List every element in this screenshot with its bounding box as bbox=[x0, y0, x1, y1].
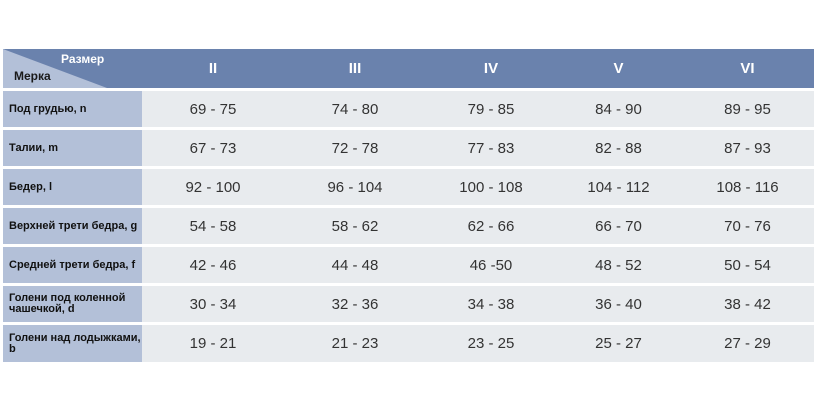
size-value: 69 - 75 bbox=[142, 91, 284, 127]
measure-name: Верхней трети бедра, g bbox=[3, 208, 142, 244]
table-row: Голени под коленной чашечкой, d 30 - 34 32… bbox=[3, 286, 814, 322]
size-value: 87 - 93 bbox=[681, 130, 814, 166]
size-value: 72 - 78 bbox=[284, 130, 426, 166]
table-row: Под грудью, n 69 - 75 74 - 80 79 - 85 84 - 9… bbox=[3, 91, 814, 127]
size-value: 74 - 80 bbox=[284, 91, 426, 127]
size-value: 46 -50 bbox=[426, 247, 556, 283]
size-header: IV bbox=[483, 60, 499, 77]
size-value: 79 - 85 bbox=[426, 91, 556, 127]
size-value: 100 - 108 bbox=[426, 169, 556, 205]
measure-name: Талии, m bbox=[3, 130, 142, 166]
size-value: 36 - 40 bbox=[556, 286, 681, 322]
table-header: Размер Мерка II III IV V VI bbox=[3, 49, 814, 88]
size-value: 108 - 116 bbox=[681, 169, 814, 205]
measure-name: Голени над лодыжками, b bbox=[3, 325, 142, 362]
measure-name: Голени под коленной чашечкой, d bbox=[3, 286, 142, 322]
size-header: V bbox=[613, 60, 624, 77]
measure-label: Мерка bbox=[14, 69, 51, 83]
size-header: III bbox=[348, 60, 362, 77]
size-value: 34 - 38 bbox=[426, 286, 556, 322]
size-value: 48 - 52 bbox=[556, 247, 681, 283]
size-value: 30 - 34 bbox=[142, 286, 284, 322]
measure-name: Бедер, l bbox=[3, 169, 142, 205]
measure-name: Средней трети бедра, f bbox=[3, 247, 142, 283]
size-value: 19 - 21 bbox=[142, 325, 284, 362]
size-value: 21 - 23 bbox=[284, 325, 426, 362]
size-value: 42 - 46 bbox=[142, 247, 284, 283]
size-value: 50 - 54 bbox=[681, 247, 814, 283]
table-row: Бедер, l 92 - 100 96 - 104 100 - 108 104 - 1… bbox=[3, 169, 814, 205]
diagonal-divider bbox=[3, 49, 107, 88]
size-header: VI bbox=[740, 60, 755, 77]
size-value: 89 - 95 bbox=[681, 91, 814, 127]
size-value: 58 - 62 bbox=[284, 208, 426, 244]
table-row: Голени над лодыжками, b 19 - 21 21 - 23 23 … bbox=[3, 325, 814, 362]
size-value: 70 - 76 bbox=[681, 208, 814, 244]
size-value: 84 - 90 bbox=[556, 91, 681, 127]
table-row: Верхней трети бедра, g 54 - 58 58 - 62 62 -… bbox=[3, 208, 814, 244]
size-value: 27 - 29 bbox=[681, 325, 814, 362]
size-value: 104 - 112 bbox=[556, 169, 681, 205]
size-value: 25 - 27 bbox=[556, 325, 681, 362]
size-value: 66 - 70 bbox=[556, 208, 681, 244]
size-value: 67 - 73 bbox=[142, 130, 284, 166]
size-value: 54 - 58 bbox=[142, 208, 284, 244]
size-value: 62 - 66 bbox=[426, 208, 556, 244]
size-value: 32 - 36 bbox=[284, 286, 426, 322]
size-table: Размер Мерка II III IV V VI Под грудью, … bbox=[3, 49, 814, 362]
size-value: 23 - 25 bbox=[426, 325, 556, 362]
size-value: 96 - 104 bbox=[284, 169, 426, 205]
measure-name: Под грудью, n bbox=[3, 91, 142, 127]
size-value: 77 - 83 bbox=[426, 130, 556, 166]
size-value: 82 - 88 bbox=[556, 130, 681, 166]
header-corner: Размер Мерка bbox=[3, 49, 142, 88]
table-row: Средней трети бедра, f 42 - 46 44 - 48 46 -… bbox=[3, 247, 814, 283]
size-value: 92 - 100 bbox=[142, 169, 284, 205]
size-value: 44 - 48 bbox=[284, 247, 426, 283]
table-row: Талии, m 67 - 73 72 - 78 77 - 83 82 - 88 87 -… bbox=[3, 130, 814, 166]
size-value: 38 - 42 bbox=[681, 286, 814, 322]
size-label: Размер bbox=[61, 52, 105, 66]
size-header: II bbox=[208, 60, 218, 77]
